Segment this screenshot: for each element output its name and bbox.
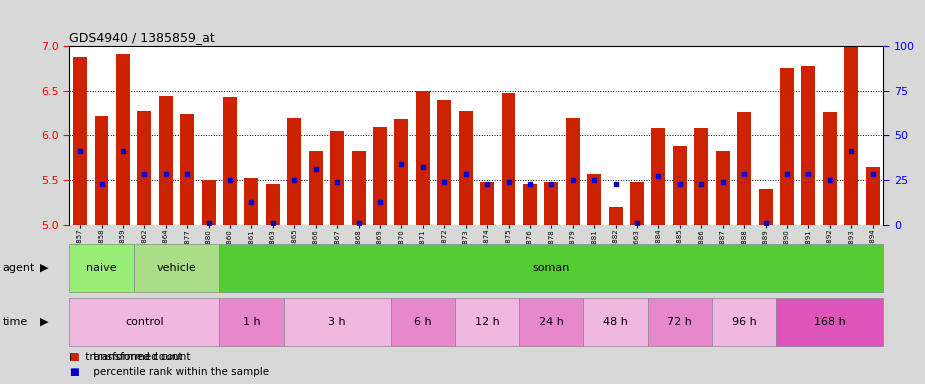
Text: ■  transformed count: ■ transformed count bbox=[69, 352, 183, 362]
Bar bbox=[244, 178, 258, 225]
Text: vehicle: vehicle bbox=[156, 263, 196, 273]
Bar bbox=[672, 146, 687, 225]
Bar bbox=[202, 180, 216, 225]
Text: ▶: ▶ bbox=[40, 263, 48, 273]
Bar bbox=[780, 68, 794, 225]
Text: naive: naive bbox=[86, 263, 117, 273]
Bar bbox=[133, 244, 219, 292]
Text: 72 h: 72 h bbox=[668, 316, 692, 327]
Text: control: control bbox=[125, 316, 164, 327]
Bar bbox=[265, 184, 280, 225]
Bar bbox=[69, 244, 133, 292]
Text: 1 h: 1 h bbox=[242, 316, 260, 327]
Text: agent: agent bbox=[3, 263, 35, 273]
Bar bbox=[566, 118, 580, 225]
Bar bbox=[284, 298, 390, 346]
Bar bbox=[823, 112, 837, 225]
Text: GDS4940 / 1385859_at: GDS4940 / 1385859_at bbox=[69, 31, 216, 44]
Text: 3 h: 3 h bbox=[328, 316, 346, 327]
Bar bbox=[390, 298, 455, 346]
Text: ▶: ▶ bbox=[40, 316, 48, 327]
Bar bbox=[651, 128, 665, 225]
Bar bbox=[587, 174, 601, 225]
Bar bbox=[609, 207, 623, 225]
Text: 96 h: 96 h bbox=[732, 316, 757, 327]
Bar bbox=[219, 244, 883, 292]
Bar bbox=[138, 111, 152, 225]
Bar bbox=[288, 118, 302, 225]
Bar bbox=[630, 182, 644, 225]
Bar bbox=[501, 93, 515, 225]
Text: 48 h: 48 h bbox=[603, 316, 628, 327]
Bar bbox=[776, 298, 883, 346]
Bar bbox=[801, 66, 815, 225]
Bar bbox=[159, 96, 173, 225]
Bar bbox=[116, 54, 130, 225]
Bar bbox=[330, 131, 344, 225]
Text: ■: ■ bbox=[69, 352, 80, 362]
Bar bbox=[845, 47, 858, 225]
Bar bbox=[223, 97, 237, 225]
Bar bbox=[648, 298, 712, 346]
Bar bbox=[545, 182, 559, 225]
Bar bbox=[94, 116, 108, 225]
Text: 6 h: 6 h bbox=[414, 316, 432, 327]
Bar bbox=[480, 182, 494, 225]
Bar bbox=[73, 57, 87, 225]
Text: 24 h: 24 h bbox=[539, 316, 563, 327]
Bar bbox=[309, 151, 323, 225]
Bar bbox=[519, 298, 584, 346]
Bar bbox=[758, 189, 772, 225]
Bar bbox=[737, 112, 751, 225]
Text: ■: ■ bbox=[69, 367, 80, 377]
Text: 168 h: 168 h bbox=[814, 316, 845, 327]
Bar bbox=[716, 151, 730, 225]
Bar bbox=[584, 298, 647, 346]
Text: time: time bbox=[3, 316, 28, 327]
Bar bbox=[866, 167, 880, 225]
Bar bbox=[695, 128, 709, 225]
Bar bbox=[523, 184, 536, 225]
Bar bbox=[416, 91, 430, 225]
Bar bbox=[352, 151, 365, 225]
Bar bbox=[180, 114, 194, 225]
Text: transformed count: transformed count bbox=[90, 352, 191, 362]
Bar bbox=[69, 298, 219, 346]
Bar bbox=[373, 127, 387, 225]
Bar bbox=[455, 298, 519, 346]
Bar bbox=[438, 99, 451, 225]
Bar bbox=[459, 111, 473, 225]
Text: percentile rank within the sample: percentile rank within the sample bbox=[90, 367, 269, 377]
Bar bbox=[394, 119, 408, 225]
Bar bbox=[219, 298, 284, 346]
Text: 12 h: 12 h bbox=[475, 316, 500, 327]
Text: soman: soman bbox=[533, 263, 570, 273]
Bar bbox=[712, 298, 776, 346]
